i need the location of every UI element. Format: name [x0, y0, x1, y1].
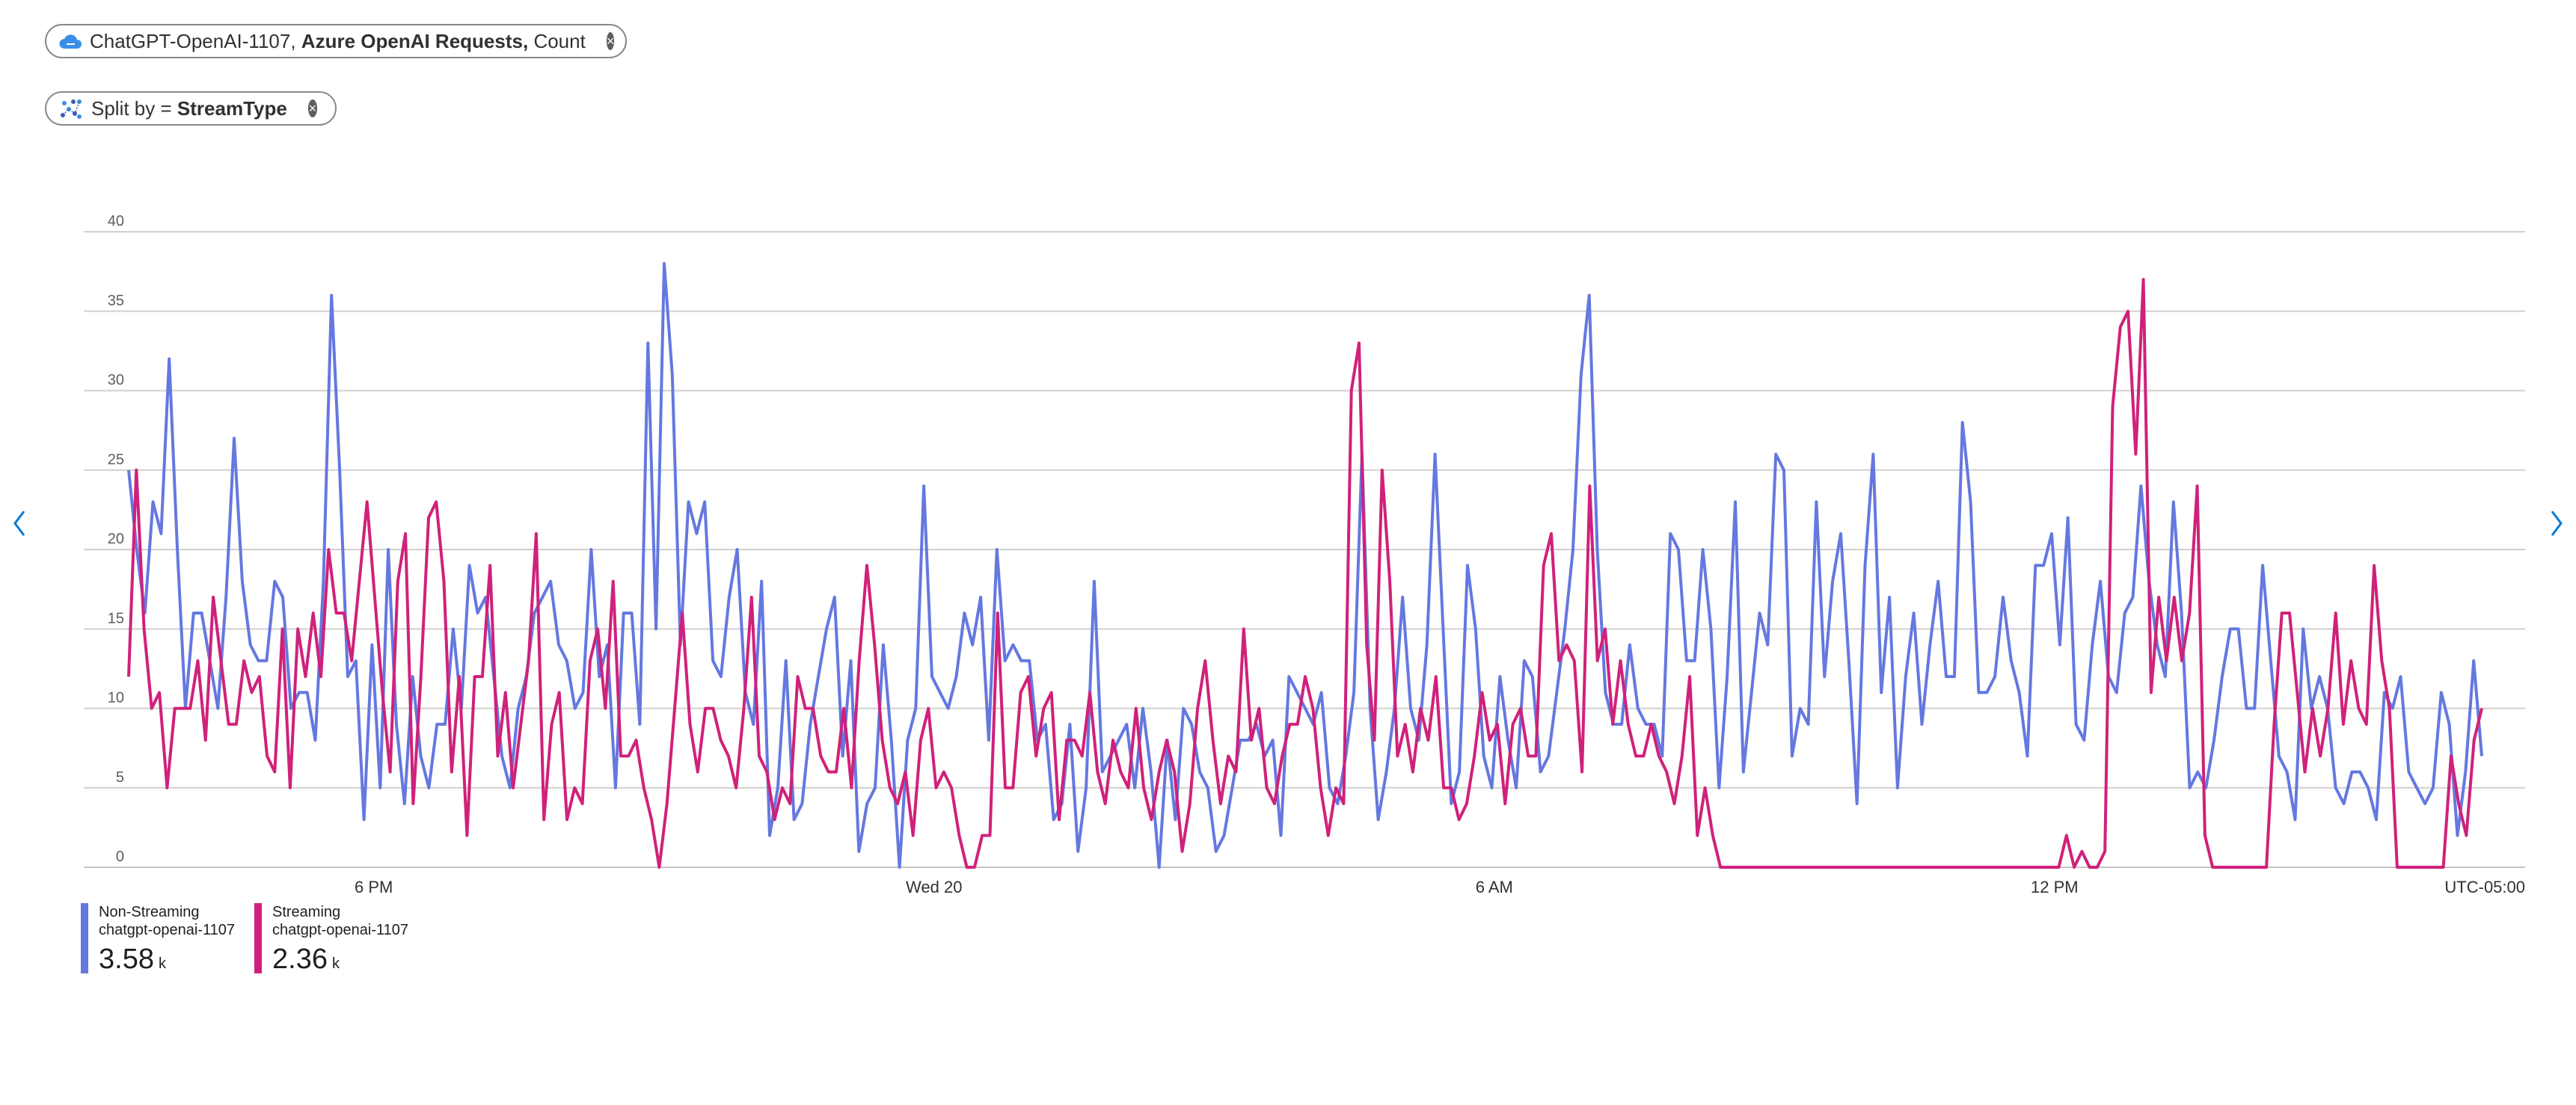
y-tick-label: 30 [108, 372, 124, 389]
timezone-label: UTC-05:00 [2444, 878, 2525, 896]
split-by-label: Split by = [91, 96, 172, 120]
legend-resource-name: chatgpt-openai-1107 [99, 922, 235, 938]
y-tick-label: 10 [108, 690, 124, 707]
x-tick-label: 6 PM [355, 878, 393, 896]
legend-color-bar [81, 903, 88, 973]
legend-item-non-streaming[interactable]: Non-Streaming chatgpt-openai-1107 3.58 k [81, 903, 235, 975]
metric-filter-pill[interactable]: ChatGPT-OpenAI-1107, Azure OpenAI Reques… [45, 24, 627, 58]
legend-color-bar [254, 903, 262, 973]
split-by-value: StreamType [177, 96, 287, 120]
y-tick-label: 0 [116, 849, 124, 865]
y-tick-label: 5 [116, 769, 124, 786]
pill-aggregation: Count [533, 29, 586, 52]
pill-resource-name: ChatGPT-OpenAI-1107, [90, 29, 296, 52]
x-tick-label: Wed 20 [906, 878, 962, 896]
x-axis-ticks: 6 PM Wed 20 6 AM 12 PM [355, 878, 2079, 896]
series-line-non-streaming [127, 262, 2483, 869]
split-by-pill[interactable]: Split by = StreamType × [45, 91, 337, 126]
y-axis-ticks: 0 5 10 15 20 25 30 35 40 [108, 213, 124, 865]
y-tick-label: 40 [108, 213, 124, 230]
remove-metric-icon[interactable]: × [606, 32, 615, 50]
chevron-left-icon[interactable] [4, 505, 34, 541]
legend-item-streaming[interactable]: Streaming chatgpt-openai-1107 2.36 k [254, 903, 408, 975]
x-tick-label: 12 PM [2031, 878, 2079, 896]
remove-split-icon[interactable]: × [307, 99, 317, 117]
series-line-streaming [127, 277, 2483, 869]
legend-resource-name: chatgpt-openai-1107 [272, 922, 408, 938]
pill-metric-name: Azure OpenAI Requests, [301, 29, 529, 52]
y-tick-label: 25 [108, 452, 124, 468]
gridlines [84, 231, 2525, 868]
y-tick-label: 20 [108, 531, 124, 547]
legend-total-value: 3.58 k [99, 944, 166, 975]
legend-series-name: Streaming [272, 904, 341, 920]
chevron-right-icon[interactable] [2542, 505, 2572, 541]
legend-series-name: Non-Streaming [99, 904, 200, 920]
y-tick-label: 35 [108, 292, 124, 309]
split-icon [58, 95, 84, 122]
x-tick-label: 6 AM [1476, 878, 1513, 896]
cloud-icon [58, 28, 82, 55]
legend-total-value: 2.36 k [272, 944, 340, 975]
series-lines [127, 262, 2483, 869]
y-tick-label: 15 [108, 610, 124, 627]
